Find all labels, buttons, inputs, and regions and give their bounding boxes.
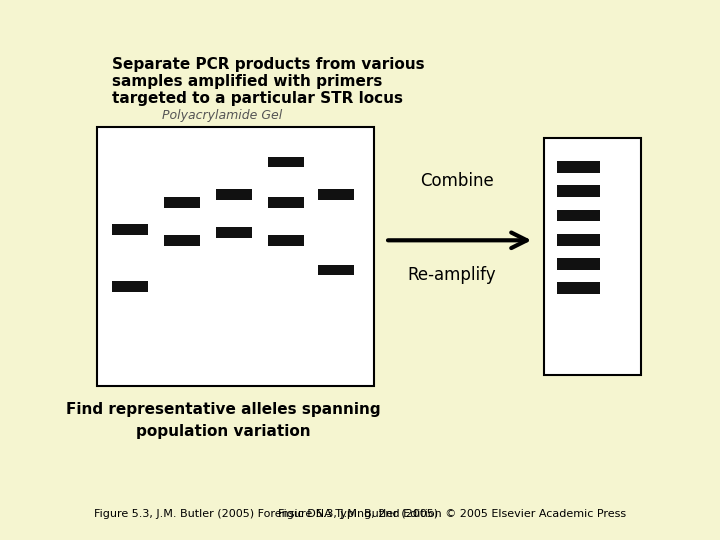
Text: Re-amplify: Re-amplify [408,266,497,285]
Bar [544,138,641,375]
Text: population variation: population variation [136,424,310,439]
Bar [164,235,200,246]
Bar [268,235,304,246]
Text: Figure 5.3, J.M. Butler (2005): Figure 5.3, J.M. Butler (2005) [278,509,442,519]
Bar [112,224,148,235]
Bar [268,157,304,167]
Bar [268,197,304,208]
Bar [318,265,354,275]
Bar [557,234,600,246]
Bar [557,282,600,294]
Bar [557,185,600,197]
Bar [557,258,600,270]
Bar [216,189,252,200]
Bar [97,127,374,386]
Text: Find representative alleles spanning: Find representative alleles spanning [66,402,380,417]
Bar [557,161,600,173]
Bar [318,189,354,200]
Text: Polyacrylamide Gel: Polyacrylamide Gel [162,109,282,122]
Text: Figure 5.3, J.M. Butler (2005) Forensic DNA Typing, 2nd Edition © 2005 Elsevier : Figure 5.3, J.M. Butler (2005) Forensic … [94,509,626,519]
Bar [216,227,252,238]
Bar [164,197,200,208]
Text: Separate PCR products from various
samples amplified with primers
targeted to a : Separate PCR products from various sampl… [112,57,424,106]
Text: Combine: Combine [420,172,494,190]
Bar [557,210,600,221]
Bar [112,281,148,292]
